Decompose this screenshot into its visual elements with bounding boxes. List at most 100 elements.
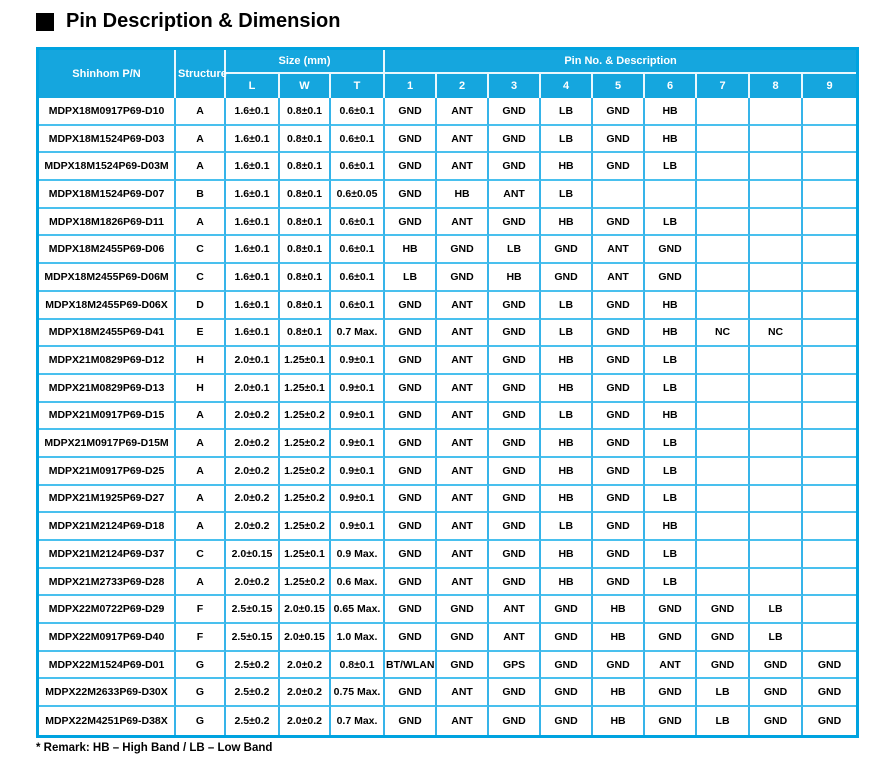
- pin-cell-4: LB: [541, 181, 594, 209]
- size-l-cell: 2.5±0.2: [226, 679, 280, 708]
- header-pin-7: 7: [697, 74, 751, 98]
- pin-cell-2: ANT: [437, 402, 490, 431]
- pin-cell-2: ANT: [437, 513, 490, 541]
- pin-cell-6: LB: [645, 541, 698, 569]
- part-number-cell: MDPX21M0917P69-D15M: [39, 430, 176, 458]
- pin-cell-5: ANT: [593, 236, 646, 265]
- size-l-cell: 2.5±0.15: [226, 596, 280, 625]
- size-w-cell: 1.25±0.2: [280, 485, 331, 514]
- size-l-cell: 2.5±0.2: [226, 707, 280, 735]
- pin-cell-6: LB: [645, 374, 698, 403]
- size-t-cell: 0.6±0.1: [331, 125, 386, 154]
- pin-cell-2: ANT: [437, 679, 490, 708]
- pin-cell-7: [697, 98, 751, 126]
- size-t-cell: 0.9±0.1: [331, 402, 386, 431]
- structure-cell: G: [176, 651, 226, 680]
- pin-cell-4: LB: [541, 319, 594, 348]
- size-w-cell: 2.0±0.2: [280, 679, 331, 708]
- size-l-cell: 2.0±0.1: [226, 347, 280, 375]
- size-w-cell: 2.0±0.15: [280, 596, 331, 625]
- header-row-columns: L W T 1 2 3 4 5 6 7 8 9: [39, 74, 857, 98]
- table-row: MDPX18M2455P69-D06M C 1.6±0.1 0.8±0.1 0.6±0.…: [39, 264, 857, 292]
- size-w-cell: 1.25±0.2: [280, 568, 331, 597]
- structure-cell: C: [176, 236, 226, 265]
- size-w-cell: 1.25±0.2: [280, 402, 331, 431]
- part-number-cell: MDPX21M0829P69-D12: [39, 347, 176, 375]
- structure-cell: A: [176, 513, 226, 541]
- page-title: Pin Description & Dimension: [66, 10, 341, 32]
- pin-cell-3: ANT: [489, 596, 542, 625]
- pin-cell-2: ANT: [437, 457, 490, 486]
- size-l-cell: 1.6±0.1: [226, 319, 280, 348]
- size-w-cell: 1.25±0.2: [280, 430, 331, 458]
- pin-cell-6: LB: [645, 430, 698, 458]
- pin-cell-2: ANT: [437, 291, 490, 320]
- size-l-cell: 2.5±0.2: [226, 651, 280, 680]
- pin-cell-6: HB: [645, 125, 698, 154]
- size-l-cell: 2.0±0.2: [226, 513, 280, 541]
- part-number-cell: MDPX21M1925P69-D27: [39, 485, 176, 514]
- pin-cell-3: GND: [489, 679, 542, 708]
- pin-cell-5: GND: [593, 513, 646, 541]
- pin-cell-4: HB: [541, 568, 594, 597]
- part-number-cell: MDPX21M0829P69-D13: [39, 374, 176, 403]
- size-t-cell: 0.6±0.1: [331, 153, 386, 182]
- part-number-cell: MDPX22M2633P69-D30X: [39, 679, 176, 708]
- part-number-cell: MDPX21M2124P69-D18: [39, 513, 176, 541]
- pin-cell-7: [697, 374, 751, 403]
- pin-cell-3: HB: [489, 264, 542, 292]
- size-w-cell: 1.25±0.1: [280, 541, 331, 569]
- pin-cell-4: GND: [541, 596, 594, 625]
- structure-cell: E: [176, 319, 226, 348]
- size-t-cell: 0.9±0.1: [331, 485, 386, 514]
- part-number-cell: MDPX22M1524P69-D01: [39, 651, 176, 680]
- pin-cell-8: GND: [750, 651, 804, 680]
- pin-cell-4: LB: [541, 125, 594, 154]
- size-t-cell: 0.6±0.05: [331, 181, 386, 209]
- size-t-cell: 0.6 Max.: [331, 568, 386, 597]
- size-t-cell: 0.9±0.1: [331, 374, 386, 403]
- size-w-cell: 0.8±0.1: [280, 181, 331, 209]
- pin-cell-7: [697, 568, 751, 597]
- size-t-cell: 0.6±0.1: [331, 236, 386, 265]
- header-row-groups: Shinhom P/N Structure Size (mm) Pin No. …: [39, 50, 857, 98]
- pin-cell-6: GND: [645, 236, 698, 265]
- size-l-cell: 1.6±0.1: [226, 153, 280, 182]
- pin-cell-2: ANT: [437, 541, 490, 569]
- pin-cell-3: GND: [489, 402, 542, 431]
- structure-cell: A: [176, 402, 226, 431]
- table-row: MDPX21M0917P69-D15M A 2.0±0.2 1.25±0.2 0.9±0…: [39, 430, 857, 458]
- pin-cell-3: GND: [489, 153, 542, 182]
- pin-cell-5: GND: [593, 291, 646, 320]
- header-size-w: W: [280, 74, 331, 98]
- pin-cell-8: GND: [750, 707, 804, 735]
- header-pin-6: 6: [645, 74, 698, 98]
- pin-cell-4: GND: [541, 707, 594, 735]
- pin-cell-2: ANT: [437, 153, 490, 182]
- structure-cell: H: [176, 347, 226, 375]
- pin-cell-9: [803, 319, 857, 348]
- pin-cell-1: GND: [385, 596, 438, 625]
- pin-cell-7: [697, 430, 751, 458]
- structure-cell: G: [176, 707, 226, 735]
- pin-cell-8: LB: [750, 596, 804, 625]
- pin-cell-5: GND: [593, 347, 646, 375]
- table-row: MDPX21M0917P69-D25 A 2.0±0.2 1.25±0.2 0.9±0.…: [39, 457, 857, 486]
- size-w-cell: 0.8±0.1: [280, 291, 331, 320]
- pin-cell-3: GPS: [489, 651, 542, 680]
- pin-cell-1: GND: [385, 208, 438, 237]
- size-l-cell: 2.0±0.2: [226, 485, 280, 514]
- table-row: MDPX21M1925P69-D27 A 2.0±0.2 1.25±0.2 0.9±0.…: [39, 485, 857, 514]
- size-t-cell: 0.7 Max.: [331, 707, 386, 735]
- header-part-number: Shinhom P/N: [39, 50, 176, 98]
- pin-cell-4: GND: [541, 236, 594, 265]
- header-pin-group: Pin No. & Description: [385, 50, 857, 74]
- size-t-cell: 0.6±0.1: [331, 264, 386, 292]
- part-number-cell: MDPX21M2124P69-D37: [39, 541, 176, 569]
- pin-cell-3: GND: [489, 125, 542, 154]
- table-row: MDPX21M2124P69-D37 C 2.0±0.15 1.25±0.1 0.9 M…: [39, 541, 857, 569]
- header-pin-9: 9: [803, 74, 857, 98]
- pin-cell-7: [697, 291, 751, 320]
- pin-cell-8: [750, 430, 804, 458]
- pin-cell-1: GND: [385, 347, 438, 375]
